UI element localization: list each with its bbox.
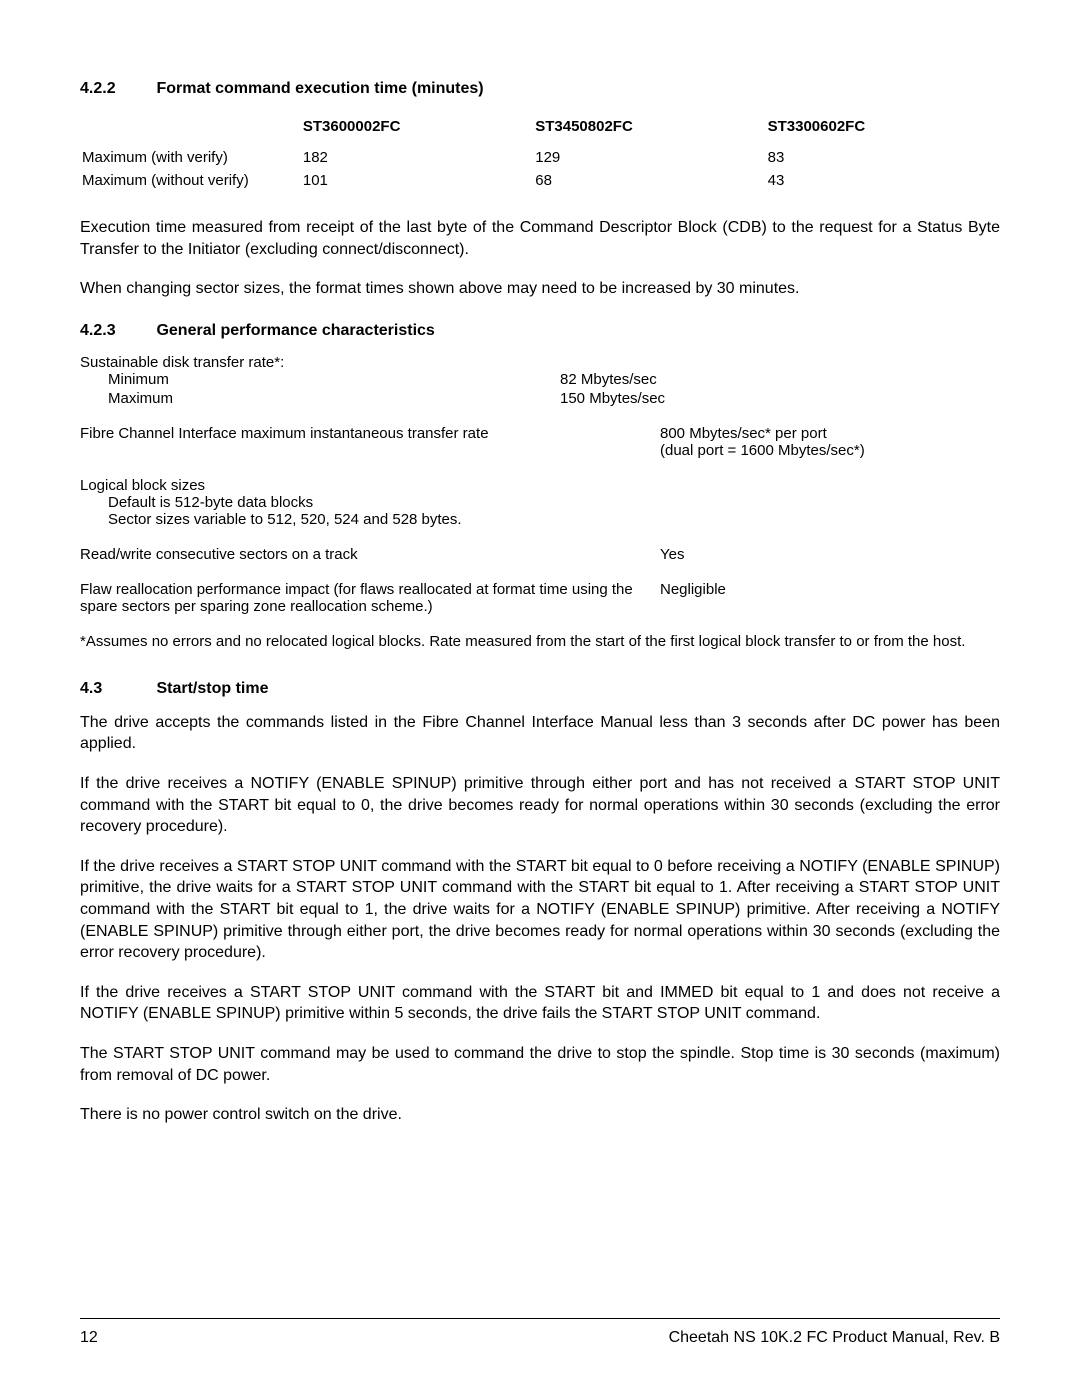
performance-list: Sustainable disk transfer rate*: Minimum… bbox=[80, 354, 1000, 650]
label: Logical block sizes bbox=[80, 477, 1000, 494]
perf-row: Maximum 150 Mbytes/sec bbox=[80, 390, 1000, 407]
table-header-row: ST3600002FC ST3450802FC ST3300602FC bbox=[82, 114, 998, 145]
value-line: 800 Mbytes/sec* per port bbox=[660, 425, 1000, 442]
paragraph: When changing sector sizes, the format t… bbox=[80, 278, 1000, 300]
footer-title: Cheetah NS 10K.2 FC Product Manual, Rev.… bbox=[669, 1329, 1000, 1347]
section-title: General performance characteristics bbox=[156, 322, 434, 339]
cell: 83 bbox=[768, 147, 998, 168]
label: Sustainable disk transfer rate*: bbox=[80, 354, 1000, 371]
col-header-1: ST3600002FC bbox=[303, 114, 533, 145]
value-line: (dual port = 1600 Mbytes/sec*) bbox=[660, 442, 1000, 459]
perf-block: Read/write consecutive sectors on a trac… bbox=[80, 546, 1000, 563]
value: Yes bbox=[660, 546, 1000, 563]
table-row: Maximum (with verify) 182 129 83 bbox=[82, 147, 998, 168]
footnote: *Assumes no errors and no relocated logi… bbox=[80, 633, 1000, 650]
cell: 129 bbox=[535, 147, 765, 168]
label: Minimum bbox=[108, 371, 560, 388]
label: Fibre Channel Interface maximum instanta… bbox=[80, 425, 660, 459]
cell: 101 bbox=[303, 170, 533, 191]
paragraph: If the drive receives a START STOP UNIT … bbox=[80, 856, 1000, 964]
col-header-3: ST3300602FC bbox=[768, 114, 998, 145]
perf-block: Sustainable disk transfer rate*: Minimum… bbox=[80, 354, 1000, 407]
page-footer: 12 Cheetah NS 10K.2 FC Product Manual, R… bbox=[80, 1318, 1000, 1347]
detail-line: Default is 512-byte data blocks bbox=[80, 494, 1000, 511]
heading-4-2-2: 4.2.2 Format command execution time (min… bbox=[80, 80, 1000, 98]
section-title: Format command execution time (minutes) bbox=[156, 80, 483, 97]
page-number: 12 bbox=[80, 1329, 98, 1347]
paragraph: The drive accepts the commands listed in… bbox=[80, 712, 1000, 755]
heading-4-3: 4.3 Start/stop time bbox=[80, 680, 1000, 698]
section-title: Start/stop time bbox=[156, 680, 268, 697]
paragraph: If the drive receives a NOTIFY (ENABLE S… bbox=[80, 773, 1000, 838]
section-number: 4.2.3 bbox=[80, 322, 152, 340]
value: 800 Mbytes/sec* per port (dual port = 16… bbox=[660, 425, 1000, 459]
paragraph: If the drive receives a START STOP UNIT … bbox=[80, 982, 1000, 1025]
value: Negligible bbox=[660, 581, 1000, 615]
cell: 68 bbox=[535, 170, 765, 191]
format-time-table: ST3600002FC ST3450802FC ST3300602FC Maxi… bbox=[80, 112, 1000, 193]
paragraph: The START STOP UNIT command may be used … bbox=[80, 1043, 1000, 1086]
paragraph: Execution time measured from receipt of … bbox=[80, 217, 1000, 260]
perf-block: Flaw reallocation performance impact (fo… bbox=[80, 581, 1000, 615]
section-number: 4.3 bbox=[80, 680, 152, 698]
perf-row: Minimum 82 Mbytes/sec bbox=[80, 371, 1000, 388]
perf-row: Read/write consecutive sectors on a trac… bbox=[80, 546, 1000, 563]
perf-row: Fibre Channel Interface maximum instanta… bbox=[80, 425, 1000, 459]
value: 82 Mbytes/sec bbox=[560, 371, 1000, 388]
detail-line: Sector sizes variable to 512, 520, 524 a… bbox=[80, 511, 1000, 528]
cell: 182 bbox=[303, 147, 533, 168]
perf-block: Logical block sizes Default is 512-byte … bbox=[80, 477, 1000, 528]
perf-block: Fibre Channel Interface maximum instanta… bbox=[80, 425, 1000, 459]
value: 150 Mbytes/sec bbox=[560, 390, 1000, 407]
table-row: Maximum (without verify) 101 68 43 bbox=[82, 170, 998, 191]
paragraph: There is no power control switch on the … bbox=[80, 1104, 1000, 1126]
label: Read/write consecutive sectors on a trac… bbox=[80, 546, 660, 563]
row-label: Maximum (with verify) bbox=[82, 147, 301, 168]
row-label: Maximum (without verify) bbox=[82, 170, 301, 191]
label: Flaw reallocation performance impact (fo… bbox=[80, 581, 660, 615]
heading-4-2-3: 4.2.3 General performance characteristic… bbox=[80, 322, 1000, 340]
label: Maximum bbox=[108, 390, 560, 407]
page-container: 4.2.2 Format command execution time (min… bbox=[0, 0, 1080, 1397]
section-number: 4.2.2 bbox=[80, 80, 152, 98]
perf-row: Flaw reallocation performance impact (fo… bbox=[80, 581, 1000, 615]
col-header-2: ST3450802FC bbox=[535, 114, 765, 145]
cell: 43 bbox=[768, 170, 998, 191]
